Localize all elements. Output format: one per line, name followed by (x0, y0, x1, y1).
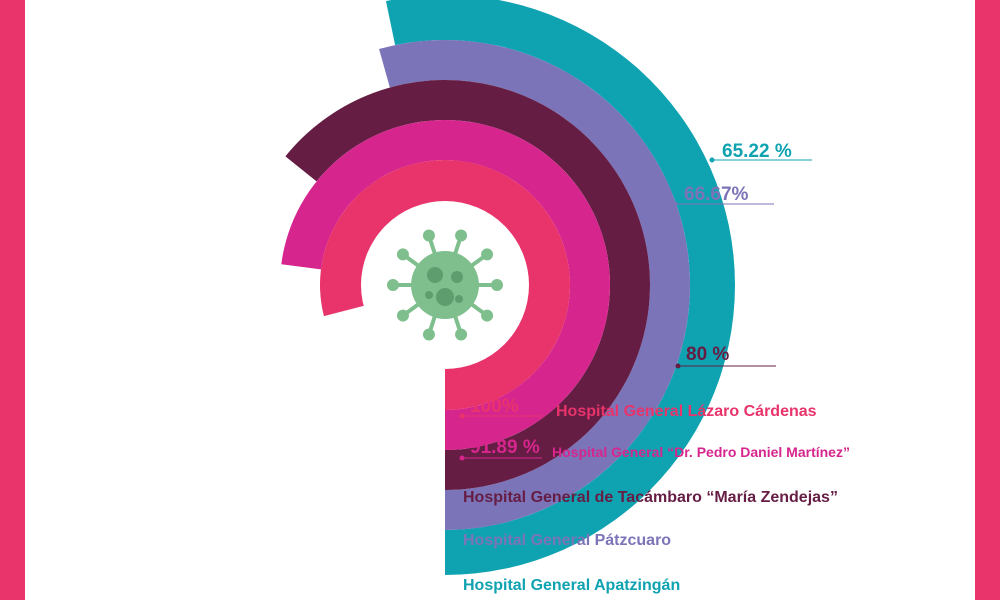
hospital-label: Hospital General de Tacámbaro “María Zen… (463, 489, 838, 506)
virus-spike-tip (396, 309, 409, 322)
left-frame-bar (0, 0, 25, 600)
hospital-labels: Hospital General Apatzingán Hospital Gene… (463, 403, 850, 594)
hospital-label: Hospital General “Dr. Pedro Daniel Martí… (552, 444, 850, 460)
virus-spot (455, 295, 463, 303)
center-disc (361, 201, 529, 369)
virus-body (411, 251, 479, 319)
virus-spike-tip (481, 309, 494, 322)
ring-bars (281, 0, 735, 575)
virus-spike-tip (396, 248, 409, 261)
virus-spike-tip (422, 229, 435, 242)
virus-spike-tip (387, 279, 399, 291)
value-label: 100% (470, 396, 519, 417)
right-frame-bar (975, 0, 1000, 600)
virus-spot (425, 291, 433, 299)
virus-spike-tip (455, 328, 468, 341)
ring-bar (320, 159, 570, 411)
hospital-label: Hospital General Apatzingán (463, 577, 680, 594)
virus-spot (427, 267, 443, 283)
value-label: 65.22 % (722, 141, 792, 162)
hospital-label: Hospital General Lázaro Cárdenas (556, 403, 817, 420)
virus-spike-tip (455, 229, 468, 242)
virus-spike-tip (422, 328, 435, 341)
virus-spike-tip (481, 248, 494, 261)
virus-spike-tip (491, 279, 503, 291)
value-label: 80 % (686, 344, 729, 365)
virus-spot (451, 271, 463, 283)
ring-bar (379, 40, 690, 531)
value-label: 66.67% (684, 184, 749, 205)
hospital-label: Hospital General Pátzcuaro (463, 532, 671, 549)
virus-icon (387, 229, 503, 341)
virus-spot (436, 288, 454, 306)
ring-bar (385, 0, 735, 575)
value-labels: 65.22 % 66.67% 80 % 91.89 % 100% (459, 141, 812, 461)
value-label: 91.89 % (470, 437, 540, 458)
